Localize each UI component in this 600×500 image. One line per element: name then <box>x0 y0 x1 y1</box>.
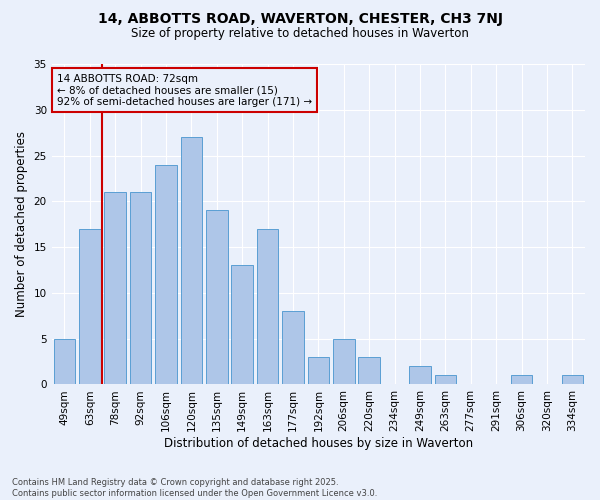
Bar <box>53 338 75 384</box>
Bar <box>308 357 329 384</box>
X-axis label: Distribution of detached houses by size in Waverton: Distribution of detached houses by size … <box>164 437 473 450</box>
Text: Contains HM Land Registry data © Crown copyright and database right 2025.
Contai: Contains HM Land Registry data © Crown c… <box>12 478 377 498</box>
Bar <box>104 192 126 384</box>
Bar <box>358 357 380 384</box>
Bar <box>282 311 304 384</box>
Bar <box>181 137 202 384</box>
Bar <box>155 164 177 384</box>
Bar <box>232 266 253 384</box>
Text: 14 ABBOTTS ROAD: 72sqm
← 8% of detached houses are smaller (15)
92% of semi-deta: 14 ABBOTTS ROAD: 72sqm ← 8% of detached … <box>57 74 312 107</box>
Text: 14, ABBOTTS ROAD, WAVERTON, CHESTER, CH3 7NJ: 14, ABBOTTS ROAD, WAVERTON, CHESTER, CH3… <box>97 12 503 26</box>
Bar <box>206 210 227 384</box>
Bar <box>562 376 583 384</box>
Y-axis label: Number of detached properties: Number of detached properties <box>15 131 28 317</box>
Bar <box>434 376 456 384</box>
Bar <box>511 376 532 384</box>
Bar <box>409 366 431 384</box>
Bar <box>333 338 355 384</box>
Bar <box>257 229 278 384</box>
Text: Size of property relative to detached houses in Waverton: Size of property relative to detached ho… <box>131 28 469 40</box>
Bar <box>130 192 151 384</box>
Bar <box>79 229 101 384</box>
